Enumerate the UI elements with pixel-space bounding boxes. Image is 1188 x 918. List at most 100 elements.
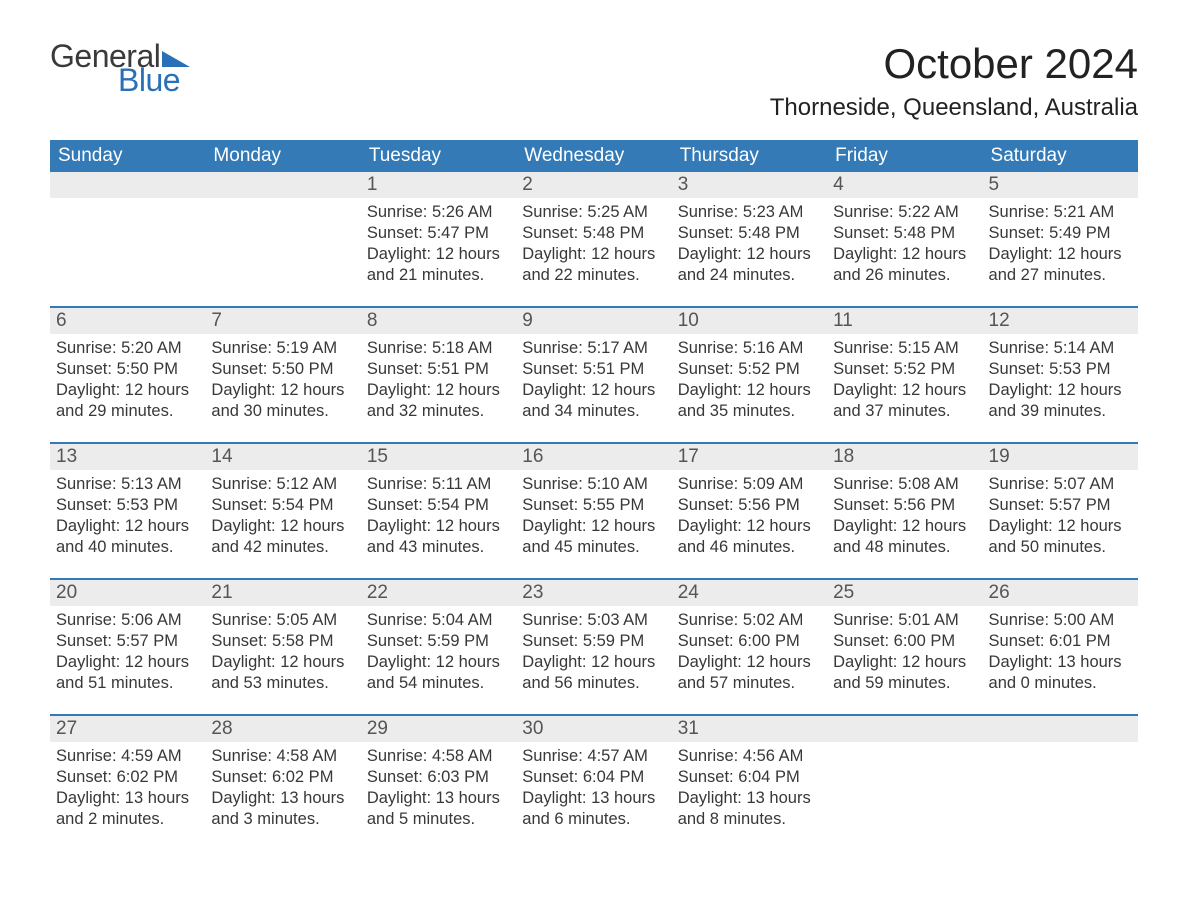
sunset-label: Sunset: <box>367 224 423 242</box>
daylight-line: Daylight: 13 hours and 2 minutes. <box>56 788 199 830</box>
sunrise-label: Sunrise: <box>678 747 739 765</box>
sunset-line: Sunset: 5:48 PM <box>833 223 976 244</box>
sunset-line: Sunset: 5:50 PM <box>211 359 354 380</box>
day-cell: Sunrise: 5:04 AMSunset: 5:59 PMDaylight:… <box>361 606 516 696</box>
day-number: 3 <box>672 172 827 198</box>
sunset-line: Sunset: 5:52 PM <box>678 359 821 380</box>
day-number: 26 <box>983 580 1138 606</box>
day-number: 10 <box>672 308 827 334</box>
sunset-value: 5:51 PM <box>427 360 488 378</box>
sunset-line: Sunset: 6:03 PM <box>367 767 510 788</box>
sunrise-label: Sunrise: <box>678 611 739 629</box>
day-cell: Sunrise: 4:56 AMSunset: 6:04 PMDaylight:… <box>672 742 827 832</box>
sunset-label: Sunset: <box>678 496 734 514</box>
day-number: 22 <box>361 580 516 606</box>
day-number: 25 <box>827 580 982 606</box>
logo-word-2: Blue <box>118 64 190 96</box>
sunrise-value: 4:58 AM <box>277 747 338 765</box>
daylight-line: Daylight: 12 hours and 34 minutes. <box>522 380 665 422</box>
day-body-row: Sunrise: 5:20 AMSunset: 5:50 PMDaylight:… <box>50 334 1138 424</box>
day-cell: Sunrise: 5:25 AMSunset: 5:48 PMDaylight:… <box>516 198 671 288</box>
day-body-row: Sunrise: 5:06 AMSunset: 5:57 PMDaylight:… <box>50 606 1138 696</box>
day-number: 12 <box>983 308 1138 334</box>
sunset-value: 5:52 PM <box>738 360 799 378</box>
sunrise-label: Sunrise: <box>211 339 272 357</box>
sunset-value: 5:59 PM <box>427 632 488 650</box>
sunrise-value: 5:00 AM <box>1054 611 1115 629</box>
day-cell <box>50 198 205 288</box>
sunrise-label: Sunrise: <box>367 611 428 629</box>
sunset-value: 5:54 PM <box>427 496 488 514</box>
day-cell: Sunrise: 4:58 AMSunset: 6:03 PMDaylight:… <box>361 742 516 832</box>
sunrise-line: Sunrise: 4:56 AM <box>678 746 821 767</box>
sunrise-line: Sunrise: 5:11 AM <box>367 474 510 495</box>
sunset-line: Sunset: 6:02 PM <box>56 767 199 788</box>
sunset-label: Sunset: <box>56 496 112 514</box>
sunset-line: Sunset: 5:56 PM <box>833 495 976 516</box>
sunrise-value: 5:14 AM <box>1054 339 1115 357</box>
dow-cell: Sunday <box>50 140 205 172</box>
day-number: 5 <box>983 172 1138 198</box>
daylight-line: Daylight: 12 hours and 30 minutes. <box>211 380 354 422</box>
sunset-label: Sunset: <box>989 224 1045 242</box>
daylight-line: Daylight: 12 hours and 40 minutes. <box>56 516 199 558</box>
sunrise-value: 5:01 AM <box>898 611 959 629</box>
day-cell: Sunrise: 5:10 AMSunset: 5:55 PMDaylight:… <box>516 470 671 560</box>
dow-cell: Saturday <box>983 140 1138 172</box>
dow-cell: Tuesday <box>361 140 516 172</box>
daylight-line: Daylight: 12 hours and 54 minutes. <box>367 652 510 694</box>
day-number-row: 13141516171819 <box>50 444 1138 470</box>
daylight-label: Daylight: <box>367 653 431 671</box>
sunrise-line: Sunrise: 5:08 AM <box>833 474 976 495</box>
sunrise-line: Sunrise: 5:10 AM <box>522 474 665 495</box>
sunset-line: Sunset: 5:55 PM <box>522 495 665 516</box>
week: 13141516171819Sunrise: 5:13 AMSunset: 5:… <box>50 442 1138 560</box>
sunrise-line: Sunrise: 4:58 AM <box>367 746 510 767</box>
sunset-line: Sunset: 5:59 PM <box>522 631 665 652</box>
day-number: 28 <box>205 716 360 742</box>
sunset-value: 5:57 PM <box>1049 496 1110 514</box>
week: 12345Sunrise: 5:26 AMSunset: 5:47 PMDayl… <box>50 172 1138 288</box>
sunrise-line: Sunrise: 5:15 AM <box>833 338 976 359</box>
day-number: 8 <box>361 308 516 334</box>
sunset-label: Sunset: <box>211 360 267 378</box>
location-subtitle: Thorneside, Queensland, Australia <box>770 94 1138 122</box>
daylight-label: Daylight: <box>211 789 275 807</box>
sunset-label: Sunset: <box>522 496 578 514</box>
day-cell: Sunrise: 5:01 AMSunset: 6:00 PMDaylight:… <box>827 606 982 696</box>
sunset-line: Sunset: 6:00 PM <box>678 631 821 652</box>
sunrise-value: 5:15 AM <box>898 339 959 357</box>
day-number: 21 <box>205 580 360 606</box>
day-body-row: Sunrise: 5:13 AMSunset: 5:53 PMDaylight:… <box>50 470 1138 560</box>
title-block: October 2024 Thorneside, Queensland, Aus… <box>770 40 1138 122</box>
sunrise-line: Sunrise: 5:09 AM <box>678 474 821 495</box>
sunset-label: Sunset: <box>56 632 112 650</box>
day-number <box>50 172 205 198</box>
day-number: 23 <box>516 580 671 606</box>
sunrise-line: Sunrise: 5:12 AM <box>211 474 354 495</box>
daylight-label: Daylight: <box>989 653 1053 671</box>
day-number-row: 6789101112 <box>50 308 1138 334</box>
sunrise-line: Sunrise: 5:19 AM <box>211 338 354 359</box>
sunrise-line: Sunrise: 5:13 AM <box>56 474 199 495</box>
day-cell: Sunrise: 5:15 AMSunset: 5:52 PMDaylight:… <box>827 334 982 424</box>
sunset-line: Sunset: 5:51 PM <box>367 359 510 380</box>
sunrise-line: Sunrise: 5:26 AM <box>367 202 510 223</box>
sunset-label: Sunset: <box>367 360 423 378</box>
dow-cell: Wednesday <box>516 140 671 172</box>
day-number-row: 12345 <box>50 172 1138 198</box>
sunset-line: Sunset: 5:57 PM <box>989 495 1132 516</box>
day-number: 29 <box>361 716 516 742</box>
daylight-line: Daylight: 12 hours and 51 minutes. <box>56 652 199 694</box>
sunset-line: Sunset: 6:04 PM <box>522 767 665 788</box>
day-number: 9 <box>516 308 671 334</box>
day-number: 31 <box>672 716 827 742</box>
day-cell: Sunrise: 4:59 AMSunset: 6:02 PMDaylight:… <box>50 742 205 832</box>
sunrise-label: Sunrise: <box>367 475 428 493</box>
sunset-value: 6:00 PM <box>894 632 955 650</box>
sunrise-line: Sunrise: 5:20 AM <box>56 338 199 359</box>
sunrise-line: Sunrise: 5:25 AM <box>522 202 665 223</box>
day-cell: Sunrise: 5:06 AMSunset: 5:57 PMDaylight:… <box>50 606 205 696</box>
day-cell: Sunrise: 5:22 AMSunset: 5:48 PMDaylight:… <box>827 198 982 288</box>
daylight-label: Daylight: <box>522 517 586 535</box>
